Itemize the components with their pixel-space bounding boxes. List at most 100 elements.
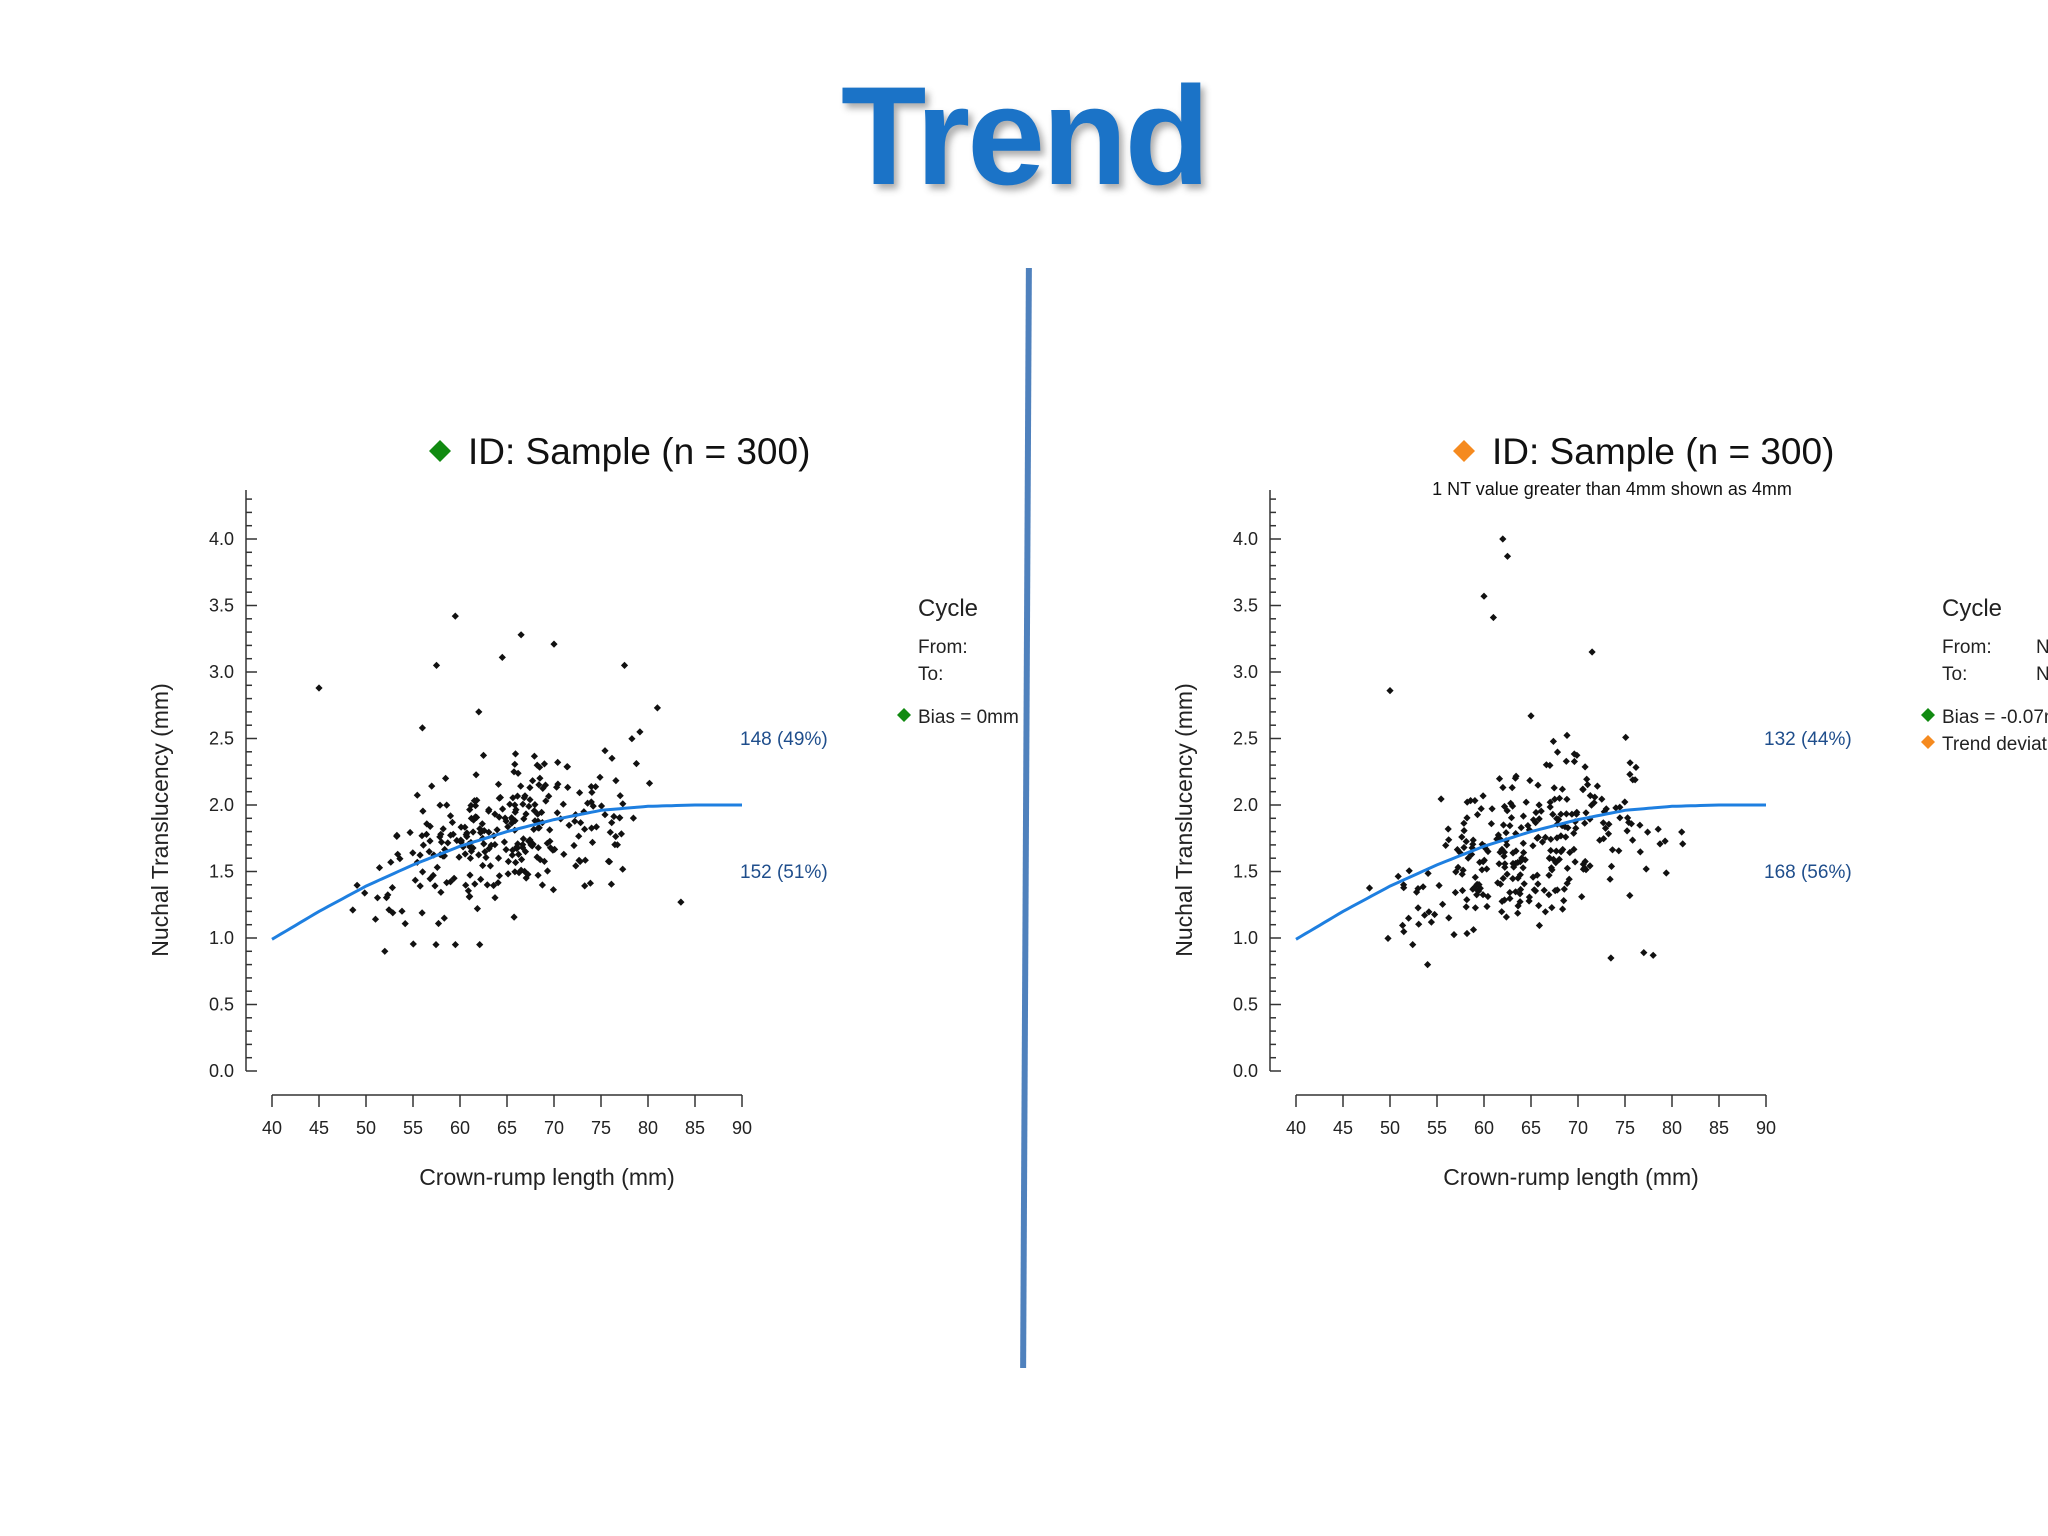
- data-point: [1460, 843, 1468, 852]
- x-tick-label: 50: [356, 1118, 376, 1138]
- data-point: [1419, 883, 1427, 891]
- data-point: [423, 820, 431, 828]
- data-point: [1572, 824, 1580, 832]
- data-point: [1541, 833, 1549, 841]
- data-point: [619, 865, 627, 873]
- cycle-to-label: To:: [1942, 664, 1967, 685]
- data-point: [1473, 891, 1481, 899]
- legend-label: Trend deviation: [1942, 734, 2048, 755]
- data-point: [1516, 898, 1524, 906]
- data-point: [1479, 858, 1487, 866]
- data-point: [1502, 913, 1510, 921]
- data-point: [491, 810, 499, 818]
- data-point: [540, 857, 548, 865]
- data-point: [500, 838, 508, 846]
- data-point: [381, 947, 389, 955]
- x-tick-label: 65: [1521, 1118, 1541, 1138]
- data-point: [554, 780, 562, 788]
- data-point: [522, 810, 530, 818]
- x-tick-label: 90: [1756, 1118, 1776, 1138]
- data-point: [510, 913, 518, 921]
- data-point: [1489, 613, 1497, 622]
- data-point: [512, 858, 520, 867]
- data-point: [538, 808, 546, 816]
- data-point: [1626, 891, 1634, 900]
- data-point: [485, 828, 493, 836]
- data-point: [524, 870, 532, 878]
- data-point: [1579, 786, 1587, 794]
- data-point: [533, 761, 541, 769]
- data-point: [1474, 886, 1482, 895]
- y-tick-label: 3.0: [209, 662, 234, 682]
- data-point: [1473, 811, 1482, 819]
- data-point: [1483, 902, 1491, 911]
- data-point: [546, 826, 554, 834]
- cycle-from-value: NA: [2036, 637, 2048, 658]
- x-axis-label: Crown-rump length (mm): [1443, 1164, 1699, 1190]
- data-point: [1535, 815, 1543, 823]
- data-point: [530, 825, 538, 833]
- y-tick-label: 3.5: [209, 596, 234, 616]
- data-point: [444, 839, 452, 847]
- data-point: [1553, 815, 1561, 823]
- data-point: [613, 841, 621, 849]
- data-point: [495, 872, 503, 880]
- legend-label: Bias = 0mm: [918, 707, 1019, 728]
- data-point: [1442, 841, 1450, 849]
- data-point: [1503, 841, 1511, 849]
- data-point: [496, 793, 504, 802]
- data-point: [491, 894, 499, 902]
- data-point: [1566, 848, 1574, 857]
- x-tick-label: 85: [685, 1118, 705, 1138]
- data-point: [511, 801, 519, 809]
- data-point: [1427, 918, 1435, 926]
- data-point: [499, 805, 507, 813]
- data-point: [461, 823, 469, 831]
- data-point: [1495, 775, 1504, 783]
- data-point: [480, 827, 488, 835]
- data-point: [536, 856, 544, 864]
- title-diamond-icon: [429, 440, 451, 462]
- data-point: [462, 881, 470, 889]
- data-point: [1499, 783, 1507, 792]
- data-point: [493, 826, 501, 834]
- data-point: [511, 760, 519, 768]
- data-point: [1546, 803, 1554, 811]
- data-point: [575, 832, 583, 840]
- data-point: [1384, 934, 1392, 942]
- data-point: [1563, 731, 1571, 739]
- data-point: [586, 879, 594, 887]
- data-point: [482, 853, 490, 862]
- data-point: [1616, 803, 1624, 811]
- data-point: [1605, 820, 1613, 828]
- data-point: [1552, 847, 1560, 855]
- data-point: [1506, 822, 1514, 830]
- y-tick-label: 1.5: [209, 862, 234, 882]
- data-point: [434, 919, 443, 928]
- data-point: [1517, 824, 1525, 832]
- data-point: [1540, 886, 1548, 894]
- data-point: [1565, 875, 1573, 883]
- x-tick-label: 55: [1427, 1118, 1447, 1138]
- data-point: [1516, 871, 1524, 879]
- data-point: [512, 806, 520, 814]
- data-point: [1424, 869, 1432, 877]
- data-point: [457, 823, 465, 831]
- data-point: [504, 857, 512, 866]
- data-point: [426, 875, 434, 883]
- data-point: [446, 812, 455, 820]
- data-point: [1560, 897, 1568, 905]
- data-point: [1386, 687, 1394, 695]
- data-point: [508, 815, 516, 823]
- trend-line: [271, 803, 742, 941]
- data-point: [447, 831, 455, 839]
- data-point: [409, 849, 417, 857]
- data-point: [469, 828, 477, 836]
- data-point: [541, 781, 550, 789]
- count-above-label: 148 (49%): [740, 729, 828, 750]
- data-point: [1549, 810, 1557, 818]
- data-point: [1622, 733, 1630, 741]
- data-point: [1488, 805, 1496, 813]
- data-point: [473, 905, 481, 913]
- data-point: [543, 867, 552, 875]
